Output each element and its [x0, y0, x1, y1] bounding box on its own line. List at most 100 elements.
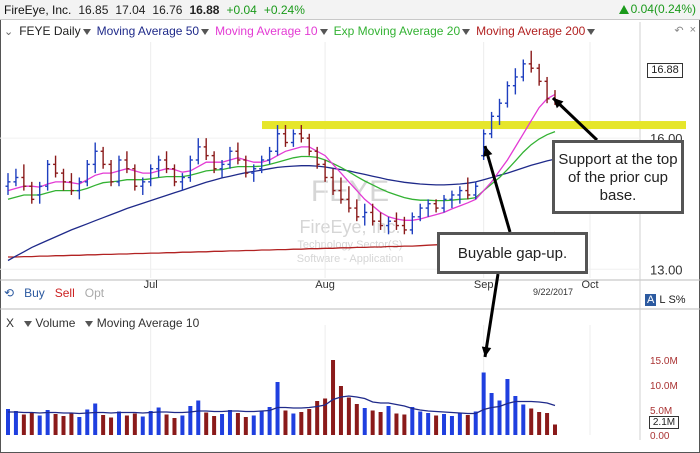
log-scale-button[interactable]: L	[659, 294, 666, 306]
collapse-icon[interactable]: ⌄	[4, 25, 14, 38]
auto-scale-button[interactable]: A	[645, 294, 657, 306]
undo-icon[interactable]: ↶	[674, 25, 684, 37]
options-button[interactable]: Opt	[84, 286, 105, 300]
volume-bar	[132, 413, 137, 435]
watermark-symbol: FEYE	[310, 175, 390, 208]
volume-bar	[61, 416, 66, 435]
dropdown-icon	[85, 321, 94, 327]
volume-bar	[93, 403, 98, 435]
volume-bar	[362, 408, 367, 435]
volume-bar	[418, 411, 423, 435]
company-name[interactable]: FireEye, Inc.	[4, 2, 72, 17]
indicator-legend: ⌄ FEYE Daily Moving Average 50 Moving Av…	[4, 23, 596, 39]
chart-tools: ↶ ×	[674, 24, 696, 37]
volume-bar	[101, 415, 106, 435]
ma50-label: Moving Average 50	[96, 24, 200, 38]
dropdown-icon	[82, 29, 91, 35]
volume-bar	[156, 407, 161, 435]
ma50-line	[7, 158, 556, 262]
volume-tick-label: 15.0M	[650, 356, 678, 367]
gap-arrow-up-head	[483, 146, 493, 157]
volume-bar	[204, 412, 209, 435]
support-callout-text: Support at the top of the prior cup base…	[558, 151, 678, 204]
ma50-selector[interactable]: Moving Average 50	[97, 24, 210, 38]
close-price: 16.88	[189, 2, 220, 17]
close-icon[interactable]: ×	[689, 24, 696, 36]
close-panel-icon[interactable]: X	[6, 316, 15, 330]
volume-bar	[196, 400, 201, 435]
watermark-industry: Software - Application	[296, 253, 404, 265]
volume-bar	[489, 393, 494, 435]
ema20-line	[7, 130, 556, 202]
volume-bar	[442, 414, 447, 435]
volume-bar	[180, 415, 185, 435]
percent-scale-button[interactable]: S%	[668, 294, 686, 306]
volume-bar	[116, 411, 121, 435]
volume-bar	[188, 406, 193, 435]
y-tick-label: 13.00	[650, 262, 683, 277]
quote-bar: FireEye, Inc. 16.85 17.04 16.76 16.88 +0…	[0, 0, 700, 20]
volume-bar	[434, 415, 439, 435]
volume-bar	[473, 411, 478, 435]
buy-button[interactable]: Buy	[24, 286, 45, 300]
volume-bar	[378, 412, 383, 435]
ema20-selector[interactable]: Exp Moving Average 20	[334, 24, 471, 38]
volume-tick-label: 5.0M	[650, 406, 672, 417]
volume-bar	[13, 411, 18, 435]
volume-bar	[481, 372, 486, 435]
volume-bar	[109, 417, 114, 435]
dropdown-icon	[24, 321, 33, 327]
volume-bar	[53, 414, 58, 435]
volume-bar	[370, 410, 375, 435]
volume-bar	[148, 411, 153, 435]
volume-bar	[77, 417, 82, 435]
ma200-label: Moving Average 200	[476, 24, 586, 38]
ma200-selector[interactable]: Moving Average 200	[476, 24, 596, 38]
volume-bar	[45, 410, 50, 435]
sell-button[interactable]: Sell	[54, 286, 75, 300]
volume-bar	[140, 416, 145, 435]
volume-ma-line	[8, 395, 556, 415]
ticker-label: FEYE Daily	[19, 24, 81, 38]
volume-bar	[37, 415, 42, 435]
gap-callout-text: Buyable gap-up.	[457, 245, 568, 262]
volume-bar	[235, 413, 240, 435]
support-band	[262, 121, 686, 130]
x-tick-label: Oct	[581, 279, 598, 291]
volume-bar	[243, 417, 248, 435]
volume-bar	[529, 408, 534, 435]
ema20-label: Exp Moving Average 20	[333, 24, 461, 38]
ticker-selector[interactable]: FEYE Daily	[19, 24, 91, 38]
volume-bar	[394, 413, 399, 435]
volume-bar	[267, 407, 272, 435]
scale-controls: A L S%	[645, 294, 686, 306]
volume-ma-label: Moving Average 10	[96, 316, 200, 330]
trade-bar: ⟲ Buy Sell Opt	[4, 286, 104, 300]
volume-bar	[537, 412, 542, 435]
volume-selector[interactable]: Volume	[22, 316, 75, 330]
volume-tick-label: 10.0M	[650, 381, 678, 392]
ma10-selector[interactable]: Moving Average 10	[215, 24, 328, 38]
volume-ma-selector[interactable]: Moving Average 10	[83, 316, 199, 330]
volume-bar	[553, 424, 557, 435]
low-price: 16.76	[152, 2, 183, 17]
gap-arrow-down-head	[481, 346, 492, 357]
support-callout: Support at the top of the prior cup base…	[552, 140, 684, 214]
volume-bar	[6, 409, 10, 435]
current-date-label: 9/22/2017	[533, 287, 574, 297]
volume-bar	[164, 414, 169, 435]
refresh-icon[interactable]: ⟲	[4, 286, 15, 300]
volume-bar	[220, 414, 225, 435]
support-arrow	[551, 96, 599, 142]
x-tick-label: Aug	[315, 279, 335, 291]
volume-bar	[315, 401, 320, 435]
x-tick-label: Sep	[474, 279, 494, 291]
change-summary-text: 0.04(0.24%)	[630, 2, 696, 16]
volume-bar	[354, 404, 359, 435]
arrow-up-icon	[618, 4, 629, 14]
gap-callout: Buyable gap-up.	[437, 232, 588, 274]
support-arrow-head	[553, 98, 564, 109]
change-summary: 0.04(0.24%)	[618, 2, 696, 16]
dropdown-icon	[319, 29, 328, 35]
